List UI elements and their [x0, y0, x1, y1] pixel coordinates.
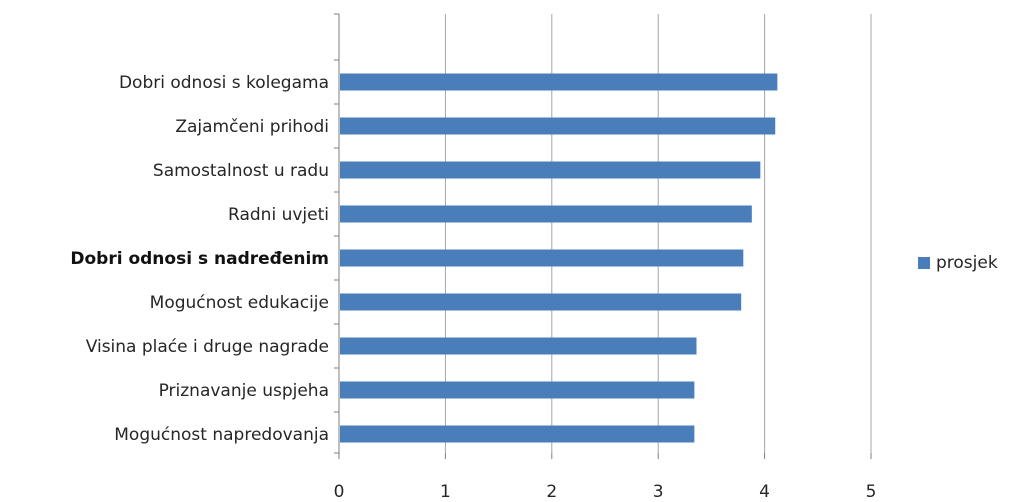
x-tick-label: 1: [440, 482, 451, 502]
category-labels: Dobri odnosi s kolegama Zajamčeni prihodi…: [70, 73, 329, 445]
legend: prosjek: [918, 253, 998, 273]
category-label: Mogućnost edukacije: [150, 293, 329, 313]
x-tick-label: 3: [653, 482, 664, 502]
x-tick-labels: 0 1 2 3 4 5: [334, 482, 877, 502]
category-label: Dobri odnosi s kolegama: [119, 73, 329, 93]
category-label: Samostalnost u radu: [153, 161, 329, 181]
bar: [340, 117, 776, 135]
legend-swatch: [918, 257, 930, 269]
category-label: Mogućnost napredovanja: [114, 425, 329, 445]
x-tick-label: 2: [546, 482, 557, 502]
legend-label: prosjek: [936, 253, 998, 273]
category-label: Zajamčeni prihodi: [175, 117, 329, 137]
category-label: Radni uvjeti: [228, 205, 329, 225]
bar: [340, 337, 697, 355]
bar: [340, 249, 744, 267]
bar: [340, 161, 761, 179]
x-tick-label: 4: [759, 482, 770, 502]
bar: [340, 381, 695, 399]
x-tick-label: 5: [866, 482, 877, 502]
bar: [340, 293, 742, 311]
bar: [340, 205, 752, 223]
axes: [334, 13, 872, 459]
category-label: Visina plaće i druge nagrade: [86, 337, 329, 357]
x-tick-label: 0: [334, 482, 345, 502]
category-label: Priznavanje uspjeha: [159, 381, 329, 401]
bar: [340, 425, 695, 443]
bars: [340, 73, 778, 443]
bar: [340, 73, 778, 91]
category-label: Dobri odnosi s nadređenim: [70, 249, 329, 269]
